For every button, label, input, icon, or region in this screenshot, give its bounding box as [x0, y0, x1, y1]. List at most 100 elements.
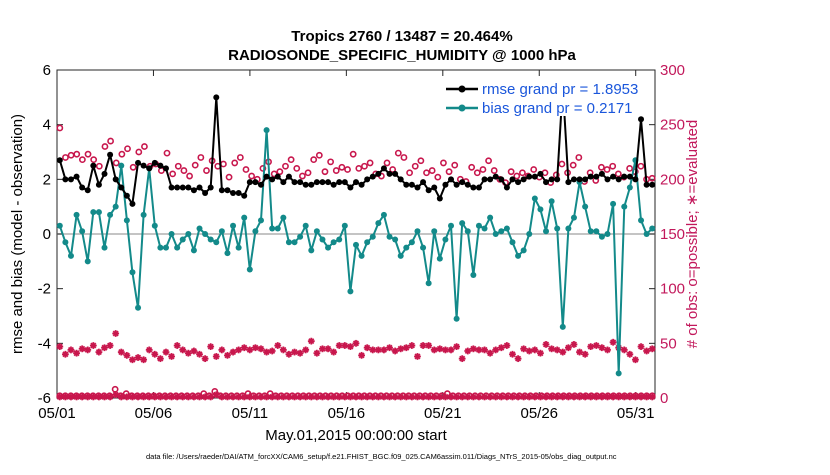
- obs-evaluated-baseline-marker-stroke: [593, 393, 600, 400]
- rmse-point: [241, 192, 248, 199]
- obs-possible-marker: [282, 162, 289, 170]
- obs-evaluated-marker-stroke: [202, 355, 209, 362]
- obs-evaluated-marker: [78, 345, 86, 353]
- bias-point: [436, 255, 443, 262]
- obs-evaluated-marker: [458, 355, 466, 363]
- bias-point: [470, 272, 477, 278]
- obs-evaluated-baseline-marker: [581, 393, 589, 401]
- obs-possible-marker: [248, 172, 256, 180]
- obs-evaluated-baseline-marker-stroke: [179, 393, 186, 400]
- bias-point: [336, 236, 343, 243]
- obs-evaluated-baseline-marker-stroke: [447, 393, 455, 400]
- rmse-point: [475, 184, 482, 191]
- obs-evaluated-marker-stroke: [520, 345, 527, 352]
- obs-evaluated-marker-stroke: [129, 356, 136, 363]
- obs-evaluated-marker: [632, 356, 639, 364]
- obs-evaluated-baseline-marker-stroke: [615, 393, 622, 400]
- rmse-point: [582, 176, 589, 183]
- obs-evaluated-marker: [425, 342, 433, 349]
- rmse-point: [520, 176, 527, 183]
- obs-possible-marker: [90, 156, 98, 164]
- obs-evaluated-marker: [168, 353, 175, 360]
- obs-evaluated-baseline-marker-stroke: [431, 393, 438, 400]
- rmse-point: [431, 184, 438, 191]
- y-left-tick-label: 0: [43, 226, 51, 243]
- bias-point: [56, 222, 63, 229]
- obs-evaluated-baseline-marker: [587, 393, 595, 401]
- obs-evaluated-marker: [184, 349, 192, 357]
- obs-evaluated-baseline-marker-stroke: [498, 393, 505, 400]
- obs-evaluated-marker: [386, 344, 393, 352]
- bias-point: [453, 315, 460, 322]
- obs-possible-marker: [112, 159, 120, 167]
- bias-point: [101, 244, 108, 251]
- obs-evaluated-marker-stroke: [118, 349, 125, 356]
- obs-evaluated-marker: [313, 349, 321, 357]
- rmse-point: [403, 181, 410, 188]
- obs-possible-marker: [558, 160, 566, 168]
- bias-point: [123, 217, 130, 224]
- bias-point: [202, 231, 209, 237]
- bias-point: [498, 228, 505, 235]
- obs-evaluated-marker: [531, 346, 539, 354]
- obs-possible-marker: [445, 168, 453, 176]
- obs-evaluated-marker-stroke: [168, 353, 175, 360]
- obs-possible-marker: [609, 162, 617, 170]
- obs-possible-marker: [355, 164, 363, 172]
- obs-evaluated-baseline-marker: [436, 393, 444, 401]
- obs-evaluated-marker: [162, 348, 170, 356]
- rmse-point: [263, 173, 270, 180]
- obs-evaluated-baseline-marker-stroke: [79, 393, 86, 400]
- obs-evaluated-baseline-marker: [252, 393, 259, 401]
- obs-evaluated-baseline-marker: [626, 393, 634, 401]
- obs-evaluated-marker: [263, 348, 270, 356]
- obs-evaluated-baseline-marker-stroke: [302, 393, 309, 400]
- rmse-point: [453, 181, 460, 188]
- bias-point: [531, 195, 538, 202]
- obs-possible-marker: [118, 150, 126, 158]
- obs-evaluated-marker-stroke: [84, 346, 91, 353]
- obs-evaluated-marker: [73, 349, 80, 357]
- obs-evaluated-baseline-marker-stroke: [129, 393, 136, 400]
- obs-evaluated-marker-stroke: [526, 347, 533, 355]
- obs-evaluated-baseline-marker-stroke: [414, 393, 421, 400]
- bias-point: [308, 247, 315, 254]
- obs-evaluated-baseline-marker-stroke: [325, 393, 332, 400]
- bias-point: [190, 247, 197, 254]
- rmse-point: [353, 179, 359, 186]
- rmse-point: [436, 195, 443, 202]
- rmse-point: [140, 162, 147, 169]
- bias-point: [615, 370, 622, 377]
- legend-rmse-label: rmse grand pr = 1.8953: [482, 81, 638, 98]
- obs-evaluated-marker: [497, 344, 505, 352]
- obs-evaluated-marker: [56, 343, 64, 351]
- rmse-point: [503, 184, 510, 191]
- obs-evaluated-marker-stroke: [330, 349, 337, 356]
- obs-evaluated-marker-stroke: [107, 342, 114, 349]
- rmse-point: [626, 173, 633, 180]
- obs-evaluated-marker: [207, 343, 215, 351]
- obs-evaluated-marker: [564, 344, 572, 352]
- x-tick-label: 05/31: [617, 405, 655, 422]
- rmse-point: [313, 179, 320, 186]
- obs-evaluated-marker-stroke: [604, 346, 611, 353]
- obs-evaluated-marker: [520, 345, 528, 353]
- obs-evaluated-baseline-marker-stroke: [56, 393, 63, 400]
- rmse-point: [95, 181, 102, 188]
- bias-point: [257, 217, 264, 224]
- x-tick-label: 05/01: [38, 405, 76, 422]
- obs-evaluated-baseline-marker: [324, 393, 332, 401]
- obs-evaluated-marker: [358, 351, 365, 359]
- obs-evaluated-marker-stroke: [341, 342, 348, 349]
- bias-point: [464, 228, 471, 235]
- bias-point: [598, 233, 605, 240]
- bias-point: [358, 252, 365, 259]
- obs-possible-marker: [225, 173, 233, 181]
- obs-evaluated-marker: [252, 344, 259, 352]
- rmse-point: [341, 179, 348, 186]
- bias-point: [112, 203, 119, 210]
- obs-evaluated-marker-stroke: [336, 342, 343, 349]
- rmse-point: [470, 184, 477, 191]
- legend-rmse-marker: [458, 85, 466, 93]
- obs-evaluated-baseline-marker: [207, 393, 215, 401]
